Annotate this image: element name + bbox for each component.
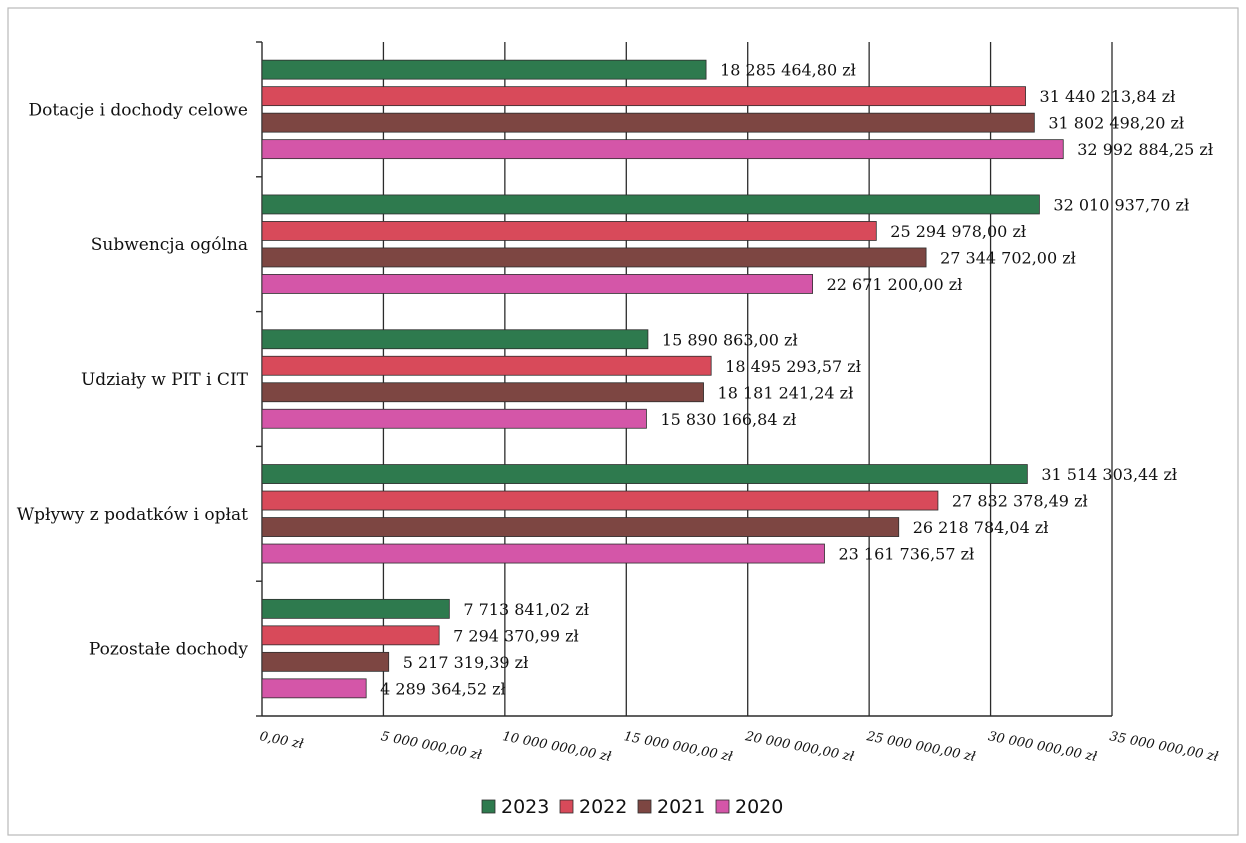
data-label: 25 294 978,00 zł (890, 222, 1026, 241)
bar (262, 221, 876, 240)
legend-label: 2020 (735, 796, 783, 818)
data-label: 7 294 370,99 zł (453, 626, 579, 645)
bar (262, 599, 449, 618)
data-label: 18 285 464,80 zł (720, 61, 856, 80)
data-label: 7 713 841,02 zł (463, 600, 589, 619)
legend-label: 2021 (657, 796, 705, 818)
data-label: 23 161 736,57 zł (838, 545, 974, 564)
bar (262, 409, 646, 428)
bar (262, 113, 1034, 132)
data-label: 26 218 784,04 zł (913, 518, 1049, 537)
bar (262, 60, 706, 79)
legend-label: 2022 (579, 796, 627, 818)
x-tick-label: 5 000 000,00 zł (380, 729, 484, 763)
x-tick-label: 30 000 000,00 zł (987, 729, 1099, 765)
data-label: 5 217 319,39 zł (403, 653, 529, 672)
legend-swatch (560, 800, 573, 813)
data-label: 18 181 241,24 zł (718, 383, 854, 402)
bar (262, 626, 439, 645)
data-label: 31 514 303,44 zł (1041, 465, 1177, 484)
bar (262, 274, 813, 293)
bar (262, 652, 389, 671)
bar (262, 465, 1027, 484)
bar (262, 356, 711, 375)
data-label: 32 992 884,25 zł (1077, 140, 1213, 159)
x-tick-label: 35 000 000,00 zł (1108, 729, 1220, 765)
data-label: 31 440 213,84 zł (1040, 87, 1176, 106)
category-label: Wpływy z podatków i opłat (17, 505, 248, 525)
bar (262, 140, 1063, 159)
bar (262, 195, 1039, 214)
x-tick-label: 25 000 000,00 zł (864, 729, 977, 765)
legend-label: 2023 (501, 796, 549, 818)
data-label: 32 010 937,70 zł (1053, 195, 1189, 214)
data-label: 31 802 498,20 zł (1048, 114, 1184, 133)
bar (262, 544, 824, 563)
data-label: 27 832 378,49 zł (952, 492, 1088, 511)
category-label: Udziały w PIT i CIT (81, 370, 249, 390)
data-label: 18 495 293,57 zł (725, 357, 861, 376)
legend-swatch (638, 800, 651, 813)
data-label: 15 830 166,84 zł (660, 410, 796, 429)
data-label: 15 890 863,00 zł (662, 330, 798, 349)
x-tick-label: 15 000 000,00 zł (623, 729, 735, 765)
data-label: 22 671 200,00 zł (827, 275, 963, 294)
legend-swatch (716, 800, 729, 813)
category-label: Subwencja ogólna (91, 235, 248, 255)
category-label: Pozostałe dochody (89, 640, 249, 660)
bar (262, 330, 648, 349)
bar (262, 518, 899, 537)
category-label: Dotacje i dochody celowe (28, 100, 248, 120)
bar (262, 383, 704, 402)
data-label: 4 289 364,52 zł (380, 679, 506, 698)
x-tick-label: 0,00 zł (258, 729, 305, 752)
data-label: 27 344 702,00 zł (940, 248, 1076, 267)
legend-swatch (482, 800, 495, 813)
bar (262, 87, 1026, 106)
bar (262, 491, 938, 510)
x-tick-label: 20 000 000,00 zł (743, 729, 856, 765)
bar (262, 679, 366, 698)
bar (262, 248, 926, 267)
x-tick-label: 10 000 000,00 zł (501, 729, 613, 765)
